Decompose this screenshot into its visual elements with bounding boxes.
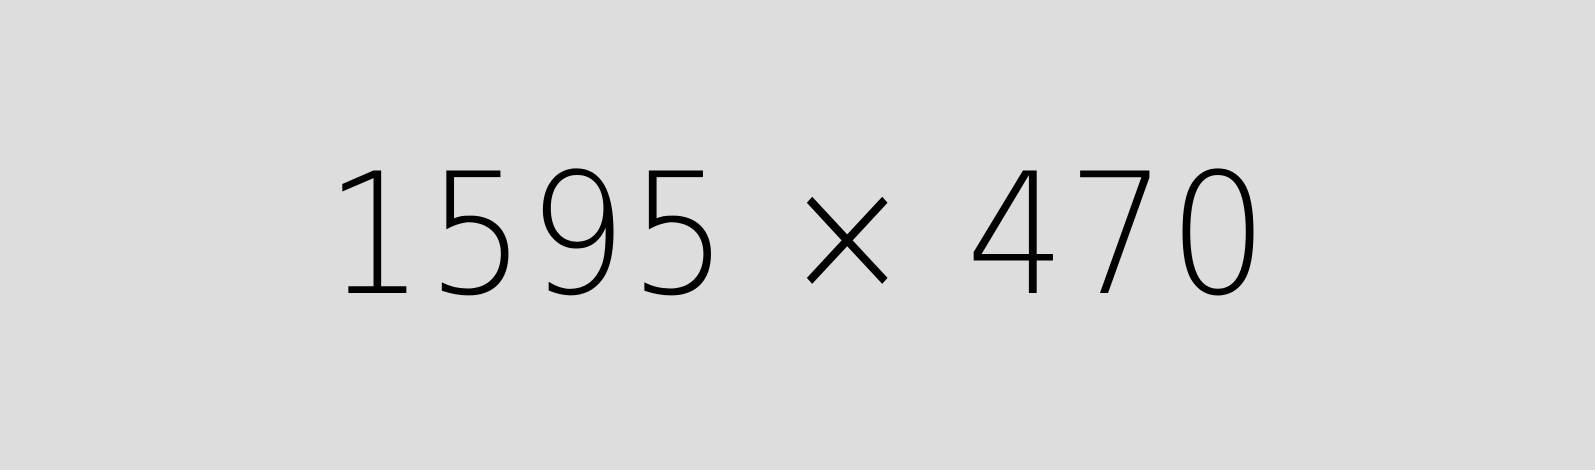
dimensions-label: 1595 × 470 — [325, 137, 1270, 333]
